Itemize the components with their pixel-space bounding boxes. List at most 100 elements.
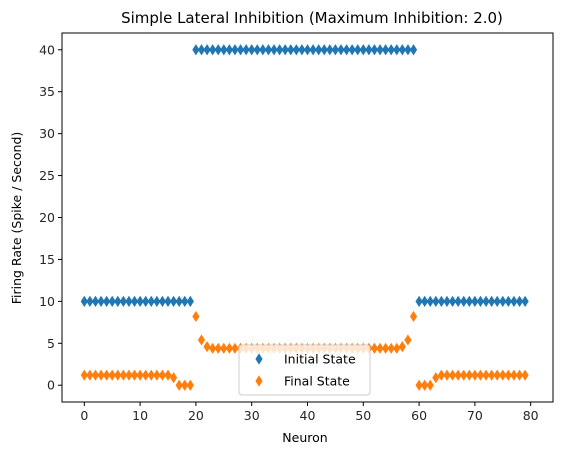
data-point: [147, 369, 155, 381]
data-point: [225, 342, 233, 354]
data-point: [354, 44, 362, 56]
data-point: [398, 44, 406, 56]
data-point: [443, 295, 451, 307]
y-tick-label: 15: [39, 252, 55, 267]
data-point: [426, 295, 434, 307]
data-point: [97, 295, 105, 307]
data-point: [415, 379, 423, 391]
data-point: [264, 44, 273, 56]
y-tick-label: 40: [39, 42, 55, 57]
data-point: [387, 342, 395, 354]
data-point: [320, 44, 328, 56]
data-point: [292, 44, 300, 56]
data-point: [136, 369, 144, 381]
data-point: [287, 44, 295, 56]
data-point: [242, 44, 250, 56]
x-tick-label: 50: [355, 408, 371, 423]
data-point: [259, 44, 267, 56]
data-point: [231, 342, 239, 354]
data-point: [309, 44, 317, 56]
data-point: [153, 369, 161, 381]
data-point: [91, 369, 100, 381]
data-point: [303, 44, 312, 56]
data-point: [521, 295, 529, 307]
data-point: [80, 295, 88, 307]
x-tick-label: 70: [467, 408, 483, 423]
data-point: [370, 44, 379, 56]
data-point: [186, 379, 194, 391]
chart-title: Simple Lateral Inhibition (Maximum Inhib…: [121, 9, 503, 27]
data-point: [248, 44, 256, 56]
data-point: [203, 341, 211, 353]
data-point: [393, 44, 401, 56]
data-point: [331, 44, 339, 56]
y-tick-label: 0: [47, 378, 55, 393]
data-point: [192, 310, 200, 323]
series-0: [80, 44, 529, 307]
data-point: [164, 369, 172, 381]
x-tick-label: 0: [80, 408, 88, 423]
x-tick-label: 40: [300, 408, 316, 423]
data-point: [488, 369, 496, 381]
data-point: [326, 44, 334, 56]
legend-box: [238, 344, 371, 396]
data-point: [209, 44, 217, 56]
data-point: [437, 369, 446, 381]
data-point: [510, 369, 518, 381]
data-point: [398, 341, 406, 353]
data-point: [153, 295, 161, 307]
data-point: [460, 369, 468, 381]
data-point: [80, 369, 88, 381]
data-point: [476, 369, 485, 381]
data-point: [359, 44, 367, 56]
data-point: [337, 44, 345, 56]
data-point: [342, 44, 351, 56]
data-point: [493, 369, 501, 381]
data-point: [236, 44, 245, 56]
data-point: [220, 342, 228, 354]
legend-label: Initial State: [284, 352, 356, 367]
data-point: [276, 44, 284, 56]
data-point: [119, 295, 127, 307]
legend-label: Final State: [284, 374, 350, 389]
data-point: [432, 295, 440, 307]
data-point: [164, 295, 172, 307]
data-point: [499, 295, 507, 307]
data-point: [91, 295, 100, 307]
data-point: [415, 295, 423, 307]
x-tick-label: 10: [132, 408, 148, 423]
data-point: [97, 369, 105, 381]
data-point: [460, 295, 468, 307]
data-point: [130, 295, 139, 307]
y-tick-label: 5: [47, 336, 55, 351]
data-point: [376, 44, 384, 56]
data-point: [448, 295, 457, 307]
data-point: [465, 369, 473, 381]
data-point: [515, 369, 524, 381]
data-point: [382, 44, 390, 56]
data-point: [225, 44, 233, 56]
data-point: [298, 44, 306, 56]
y-tick-label: 20: [39, 210, 55, 225]
data-point: [181, 379, 189, 391]
data-point: [482, 295, 490, 307]
data-point: [315, 44, 323, 56]
y-tick-label: 10: [39, 294, 55, 309]
data-point: [281, 44, 289, 56]
data-point: [471, 295, 479, 307]
data-point: [214, 342, 222, 354]
data-point: [197, 44, 206, 56]
data-point: [125, 295, 133, 307]
y-axis: 0 5 10 15 20 25 30 35 40: [39, 42, 62, 393]
data-point: [443, 369, 451, 381]
data-point: [136, 295, 144, 307]
data-point: [114, 369, 122, 381]
data-point: [158, 295, 167, 307]
data-point: [169, 372, 178, 384]
data-point: [348, 44, 356, 56]
data-point: [465, 295, 473, 307]
data-point: [387, 44, 395, 56]
data-point: [504, 369, 512, 381]
data-point: [510, 295, 518, 307]
data-point: [493, 295, 501, 307]
